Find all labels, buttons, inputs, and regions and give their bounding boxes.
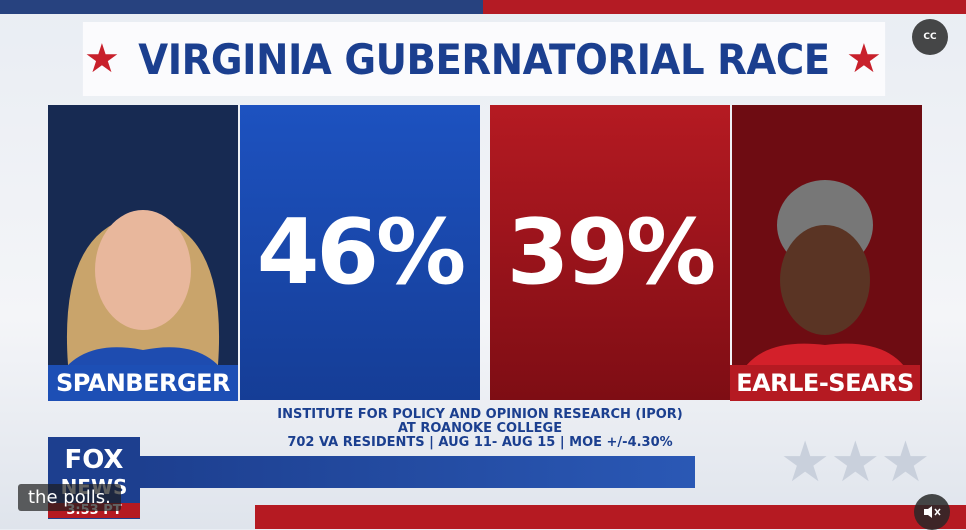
photo-graphic	[48, 210, 238, 400]
source-line: AT ROANOKE COLLEGE	[397, 421, 563, 436]
star: ★	[84, 36, 120, 82]
mute-icon	[924, 506, 941, 518]
logo-text: FOX	[64, 445, 124, 475]
candidate-name: EARLE-SEARS	[730, 365, 920, 401]
candidate-photo	[732, 105, 922, 400]
percent-box: 46%	[240, 105, 480, 400]
candidate-photo	[48, 105, 238, 400]
top-stripe	[0, 0, 966, 14]
percent-box: 39%	[490, 105, 730, 400]
source-line: INSTITUTE FOR POLICY AND OPINION RESEARC…	[277, 407, 683, 422]
source-line: 702 VA RESIDENTS | AUG 11- AUG 15 | MOE …	[287, 435, 673, 450]
candidate-name: SPANBERGER	[48, 365, 238, 401]
caption: the polls.	[18, 484, 121, 511]
ticker-bar	[140, 456, 695, 488]
decor-stars: ★★★	[780, 430, 931, 495]
lower-bar	[255, 505, 966, 529]
star: ★	[846, 36, 882, 82]
photo-graphic	[732, 180, 918, 400]
source: INSTITUTE FOR POLICY AND OPINION RESEARC…	[180, 408, 780, 450]
mute-button[interactable]	[914, 494, 950, 530]
cc-button[interactable]: CC	[912, 19, 948, 55]
title: VIRGINIA GUBERNATORIAL RACE	[82, 22, 886, 96]
